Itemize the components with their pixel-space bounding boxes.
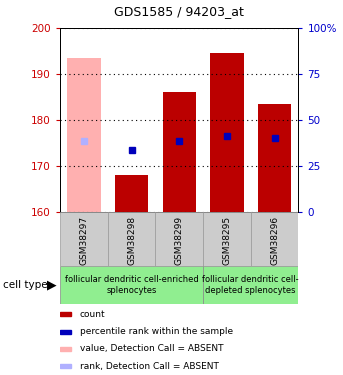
Bar (210, 53, 244, 212)
Bar (60, 212, 108, 266)
Text: value, Detection Call = ABSENT: value, Detection Call = ABSENT (80, 345, 223, 354)
Bar (203, 266, 298, 304)
Text: follicular dendritic cell-
depleted splenocytes: follicular dendritic cell- depleted sple… (202, 275, 299, 295)
Bar (258, 104, 291, 212)
Bar (60, 330, 71, 333)
Bar (155, 212, 203, 266)
Bar (163, 93, 196, 212)
Text: percentile rank within the sample: percentile rank within the sample (80, 327, 233, 336)
Text: GSM38298: GSM38298 (127, 216, 136, 266)
Bar (60, 364, 71, 368)
Text: rank, Detection Call = ABSENT: rank, Detection Call = ABSENT (80, 362, 219, 371)
Text: ▶: ▶ (47, 279, 56, 291)
Bar (115, 175, 148, 212)
Text: count: count (80, 310, 105, 319)
Text: follicular dendritic cell-enriched
splenocytes: follicular dendritic cell-enriched splen… (65, 275, 198, 295)
Bar (60, 347, 71, 351)
Bar (251, 212, 298, 266)
Text: GSM38297: GSM38297 (79, 216, 88, 266)
Bar (67, 58, 100, 212)
Bar (203, 212, 251, 266)
Text: GSM38299: GSM38299 (175, 216, 184, 266)
Bar (60, 266, 203, 304)
Text: cell type: cell type (3, 280, 48, 290)
Text: GSM38296: GSM38296 (270, 216, 279, 266)
Text: GDS1585 / 94203_at: GDS1585 / 94203_at (114, 5, 244, 18)
Text: GSM38295: GSM38295 (222, 216, 232, 266)
Bar (60, 312, 71, 316)
Bar (108, 212, 155, 266)
